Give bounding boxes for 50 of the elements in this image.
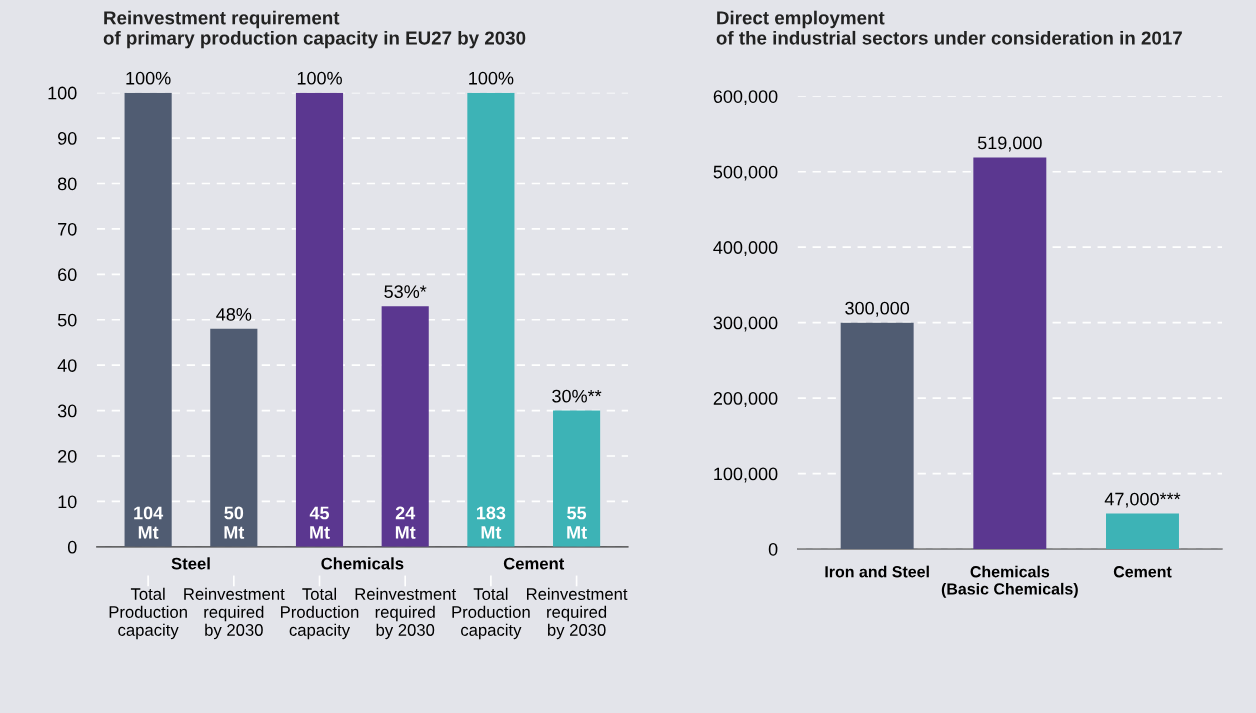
y-tick-label: 0: [67, 540, 77, 554]
bar: [1106, 513, 1179, 550]
annotation: 55 Mt: [567, 506, 587, 539]
y-tick-label: 100: [48, 86, 77, 100]
chart-title: Reinvestment requirement of primary production capacity in EU27 by 2030: [103, 10, 526, 49]
y-tick-label: 100,000: [714, 467, 778, 483]
text: Chemicals: [321, 557, 404, 570]
bar: [973, 157, 1047, 550]
data-label: 100%: [126, 71, 171, 85]
bar: [124, 92, 172, 547]
data-label: 100%: [297, 71, 342, 85]
y-tick-label: 50: [57, 313, 77, 327]
y-tick-label: 0: [768, 542, 778, 556]
chart-title: Direct employment of the industrial sectors under consideration in 2017: [716, 10, 1182, 45]
text: Steel: [171, 557, 210, 570]
data-label: 519,000: [977, 136, 1042, 152]
y-tick-label: 30: [57, 404, 77, 418]
bar: [381, 306, 429, 547]
annotation: 45 Mt: [309, 506, 330, 539]
bar: [210, 328, 258, 547]
data-label: 47,000***: [1104, 492, 1181, 508]
bar: [840, 322, 914, 550]
annotation: 50 Mt: [224, 506, 245, 539]
y-tick-label: 40: [57, 359, 77, 372]
y-tick-label: 400,000: [713, 241, 778, 257]
y-tick-label: 300,000: [713, 316, 778, 332]
data-label: 48%: [216, 307, 252, 321]
data-label: 30%**: [552, 389, 602, 403]
annotation: 104 Mt: [134, 506, 164, 539]
text: Cement: [503, 557, 565, 570]
bar: [553, 410, 601, 547]
y-tick-label: 70: [58, 222, 77, 236]
bar: [295, 92, 344, 547]
annotation: 183 Mt: [476, 506, 506, 539]
y-tick-label: 20: [58, 449, 77, 463]
y-tick-label: 10: [58, 495, 77, 509]
annotation: 24 Mt: [395, 506, 416, 539]
y-tick-label: 80: [57, 177, 77, 191]
x-tick-label: Chemicals (Basic Chemicals): [941, 565, 1078, 598]
data-label: 53%*: [384, 285, 427, 299]
y-tick-label: 500,000: [713, 165, 778, 181]
x-tick-label: Iron and Steel: [825, 565, 929, 578]
y-tick-label: 60: [58, 268, 77, 282]
x-tick-label: Cement: [1113, 566, 1172, 578]
data-label: 100%: [469, 71, 514, 85]
y-tick-label: 600,000: [713, 90, 778, 106]
y-tick-label: 90: [58, 132, 77, 145]
y-tick-label: 200,000: [713, 392, 778, 407]
data-label: 300,000: [845, 301, 910, 317]
bar: [467, 92, 515, 547]
